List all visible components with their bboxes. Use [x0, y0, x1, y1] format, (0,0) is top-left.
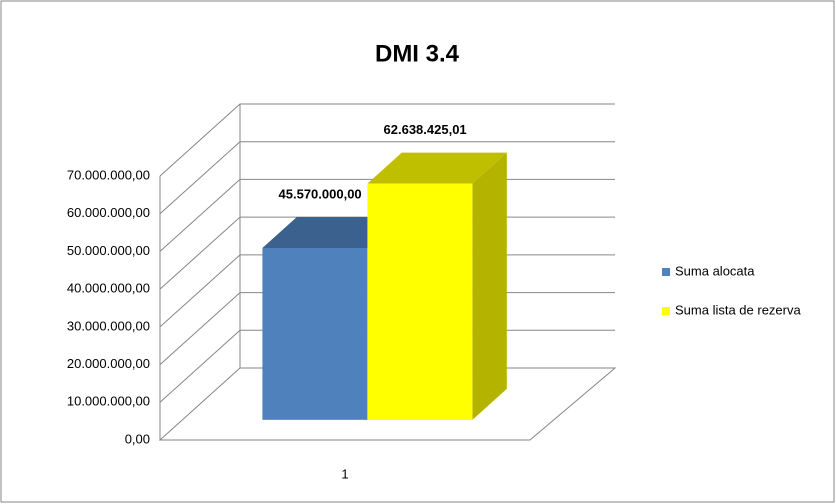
y-tick-label: 20.000.000,00: [67, 356, 150, 371]
chart-title: DMI 3.4: [375, 40, 460, 67]
y-tick-label: 50.000.000,00: [67, 243, 150, 258]
y-tick-label: 40.000.000,00: [67, 281, 150, 296]
grid-line: [159, 103, 615, 177]
y-tick-label: 60.000.000,00: [67, 205, 150, 220]
grid-line: [159, 141, 615, 215]
bar: [367, 183, 473, 420]
x-tick-label: 1: [341, 466, 348, 481]
legend-swatch: [662, 307, 670, 315]
bar-top: [367, 152, 507, 184]
floor: [158, 367, 617, 441]
bar-top: [262, 217, 402, 248]
legend-swatch: [662, 268, 670, 276]
data-label: 62.638.425,01: [384, 122, 467, 137]
bar: [262, 247, 368, 420]
legend-label: Suma lista de rezerva: [675, 302, 801, 317]
legend-label: Suma alocata: [675, 263, 755, 278]
y-tick-label: 70.000.000,00: [67, 167, 150, 182]
y-tick-label: 0,00: [125, 431, 150, 446]
y-tick-label: 30.000.000,00: [67, 318, 150, 333]
data-label: 45.570.000,00: [279, 186, 362, 201]
y-tick-label: 10.000.000,00: [67, 394, 150, 409]
bar-side: [472, 152, 507, 420]
